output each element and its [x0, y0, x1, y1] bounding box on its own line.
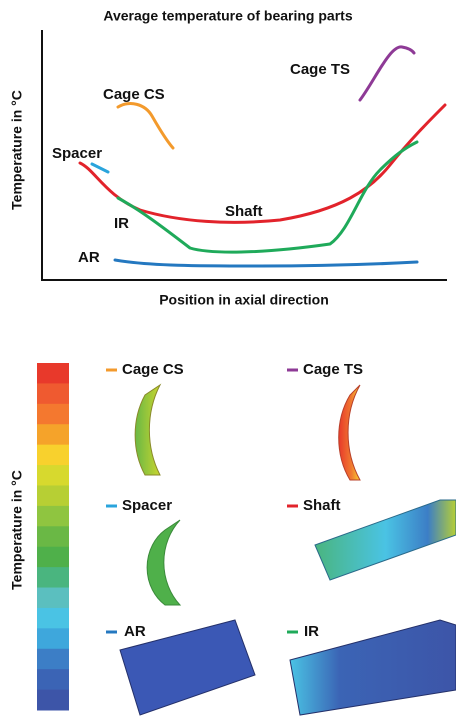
curve	[118, 104, 173, 148]
curve-label: AR	[78, 249, 100, 266]
legend-label: Cage CS	[122, 361, 184, 378]
curve	[118, 142, 417, 252]
y-axis-label: Temperature in °C	[9, 90, 25, 210]
color-band	[37, 608, 69, 629]
color-band	[37, 649, 69, 670]
color-scale	[37, 363, 69, 711]
cage-cs-render	[135, 385, 160, 475]
legend-label: IR	[304, 623, 319, 640]
curve	[92, 164, 108, 172]
color-band	[37, 424, 69, 445]
color-band	[37, 404, 69, 425]
color-band	[37, 547, 69, 568]
curve	[80, 105, 445, 222]
color-band	[37, 445, 69, 466]
legend-label: Spacer	[122, 497, 172, 514]
x-axis-label: Position in axial direction	[159, 292, 329, 308]
curve-label: Cage CS	[103, 86, 165, 103]
color-band	[37, 485, 69, 506]
figure: Average temperature of bearing parts Tem…	[0, 0, 456, 718]
legend-label: Cage TS	[303, 361, 363, 378]
curve	[360, 47, 414, 100]
legend-label: Shaft	[303, 497, 341, 514]
legend-label: AR	[124, 623, 146, 640]
curve-label: IR	[114, 215, 129, 232]
color-band	[37, 506, 69, 527]
color-band	[37, 363, 69, 384]
curve-label: Shaft	[225, 203, 263, 220]
spacer-render	[147, 520, 180, 605]
y-axis-label: Temperature in °C	[9, 470, 25, 590]
curve	[115, 260, 417, 266]
color-band	[37, 669, 69, 690]
part-renders	[120, 385, 456, 715]
color-band	[37, 526, 69, 547]
chart-title: Average temperature of bearing parts	[103, 8, 352, 24]
color-band	[37, 567, 69, 588]
color-band	[37, 383, 69, 404]
curves	[80, 47, 445, 266]
cage-ts-render	[339, 385, 360, 480]
color-band	[37, 690, 69, 711]
curve-label: Spacer	[52, 145, 102, 162]
color-band	[37, 628, 69, 649]
color-band	[37, 588, 69, 609]
color-band	[37, 465, 69, 486]
curve-label: Cage TS	[290, 61, 350, 78]
